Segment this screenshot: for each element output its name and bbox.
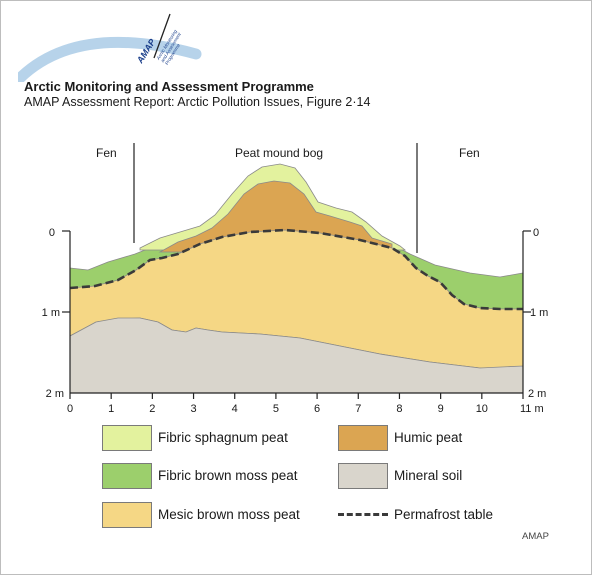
x-tick-label: 9 bbox=[438, 403, 444, 415]
x-tick-label: 5 bbox=[273, 403, 279, 415]
legend-label: Fibric sphagnum peat bbox=[158, 430, 288, 445]
x-tick-label: 10 bbox=[476, 403, 488, 415]
zone-label-right-fen: Fen bbox=[459, 146, 480, 160]
legend-label: Mineral soil bbox=[394, 468, 463, 483]
y-right-tick-label: 1 m bbox=[530, 307, 548, 319]
zone-label-peat-mound-bog: Peat mound bog bbox=[235, 146, 323, 160]
legend-label: Permafrost table bbox=[394, 507, 494, 522]
organization-title: Arctic Monitoring and Assessment Program… bbox=[24, 79, 314, 94]
y-right-tick-label: 2 m bbox=[528, 388, 546, 400]
x-tick-label: 1 bbox=[108, 403, 114, 415]
legend-swatch bbox=[102, 502, 152, 528]
layer-mineral-soil bbox=[69, 317, 524, 394]
x-tick-label: 4 bbox=[232, 403, 238, 415]
x-tick-label: 2 bbox=[149, 403, 155, 415]
x-tick-label: 7 bbox=[355, 403, 361, 415]
x-tick-label: 8 bbox=[396, 403, 402, 415]
legend-label: Mesic brown moss peat bbox=[158, 507, 300, 522]
legend-swatch bbox=[338, 463, 388, 489]
y-left-tick-label: 1 m bbox=[42, 307, 60, 319]
x-tick-label: 3 bbox=[190, 403, 196, 415]
legend-swatch bbox=[102, 463, 152, 489]
y-right-tick-label: 0 bbox=[533, 227, 539, 239]
legend-label: Humic peat bbox=[394, 430, 463, 445]
x-tick-label: 11 m bbox=[520, 403, 544, 415]
x-tick-label: 6 bbox=[314, 403, 320, 415]
legend-dash-swatch bbox=[338, 513, 388, 516]
legend-swatch bbox=[102, 425, 152, 451]
x-tick-label: 0 bbox=[67, 403, 73, 415]
figure-subtitle: AMAP Assessment Report: Arctic Pollution… bbox=[24, 95, 371, 109]
y-left-tick-label: 2 m bbox=[46, 388, 64, 400]
legend-label: Fibric brown moss peat bbox=[158, 468, 298, 483]
legend-swatch bbox=[338, 425, 388, 451]
amap-logo: AMAP Arctic Monitoring and Assessment Pr… bbox=[18, 13, 202, 82]
y-left-tick-label: 0 bbox=[49, 227, 55, 239]
layer-humic-peat bbox=[158, 180, 393, 253]
zone-label-left-fen: Fen bbox=[96, 146, 117, 160]
credit-text: AMAP bbox=[522, 531, 549, 542]
